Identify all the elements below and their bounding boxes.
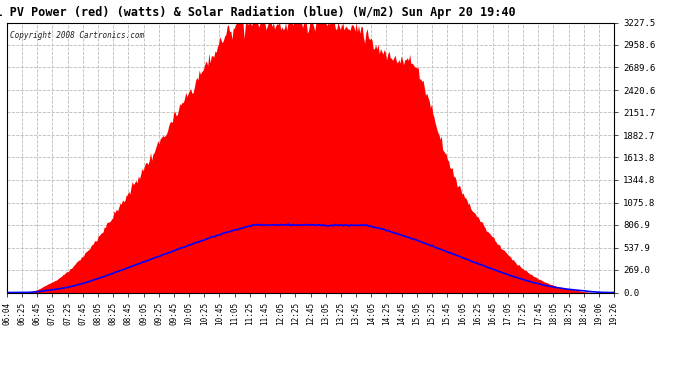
Text: Copyright 2008 Cartronics.com: Copyright 2008 Cartronics.com [10, 31, 144, 40]
Text: Total PV Power (red) (watts) & Solar Radiation (blue) (W/m2) Sun Apr 20 19:40: Total PV Power (red) (watts) & Solar Rad… [0, 6, 516, 19]
